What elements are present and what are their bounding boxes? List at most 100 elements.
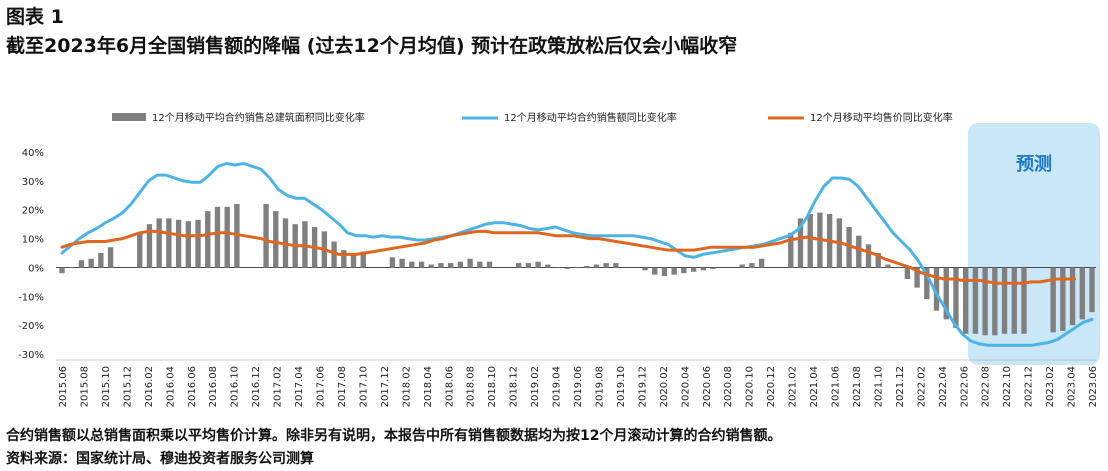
bar xyxy=(992,267,998,336)
x-tick-label: 2021.06 xyxy=(831,366,842,407)
y-tick-label: 20% xyxy=(22,206,44,217)
bar xyxy=(389,257,396,268)
bar xyxy=(554,267,561,269)
bar xyxy=(146,224,153,268)
bar xyxy=(107,247,114,268)
bar xyxy=(953,267,959,329)
x-tick-label: 2018.06 xyxy=(444,366,455,407)
x-tick-label: 2018.02 xyxy=(401,366,412,407)
chart: 预测 -30% -20% -10% 0% 10% 20% 30% 40% 2015.06 2015… xyxy=(18,111,1100,407)
x-tick-label: 2017.04 xyxy=(294,366,305,407)
x-tick-label: 2021.02 xyxy=(788,366,799,407)
x-tick-label: 2016.04 xyxy=(165,366,176,407)
x-tick-label: 2021.08 xyxy=(852,366,863,407)
x-tick-label: 2019.10 xyxy=(616,366,627,407)
chart-source: 资料来源：国家统计局、穆迪投资者服务公司测算 xyxy=(6,451,314,467)
bar xyxy=(788,232,794,268)
bar xyxy=(846,227,852,268)
legend-label-sales: 12个月移动平均合约销售额同比变化率 xyxy=(504,111,677,124)
x-tick-label: 2022.02 xyxy=(916,366,927,407)
legend-label-price: 12个月移动平均售价同比变化率 xyxy=(810,111,953,124)
x-tick-label: 2018.08 xyxy=(466,366,477,407)
bar xyxy=(1089,267,1095,313)
bar xyxy=(78,260,85,268)
x-tick-label: 2017.06 xyxy=(316,366,327,407)
x-tick-label: 2022.06 xyxy=(959,366,970,407)
x-tick-label: 2020.10 xyxy=(745,366,756,407)
figure-label: 图表 1 xyxy=(6,6,64,28)
x-tick-label: 2017.12 xyxy=(380,366,391,407)
bar xyxy=(700,267,706,271)
bar xyxy=(982,267,988,336)
bar xyxy=(156,218,162,268)
bar xyxy=(448,263,454,268)
bar xyxy=(418,261,425,268)
bar xyxy=(642,267,648,271)
x-tick-label: 2021.10 xyxy=(873,366,884,407)
bar xyxy=(613,263,619,268)
bar xyxy=(350,253,357,268)
legend-label-bars: 12个月移动平均合约销售总建筑面积同比变化率 xyxy=(152,111,365,124)
x-tick-label: 2022.10 xyxy=(1002,366,1013,407)
bar xyxy=(224,206,230,268)
bar xyxy=(739,264,745,268)
bar xyxy=(175,219,182,268)
x-tick-label: 2022.04 xyxy=(938,366,949,407)
x-tick-label: 2018.10 xyxy=(487,366,498,407)
bar xyxy=(690,267,697,272)
x-tick-label: 2019.12 xyxy=(637,366,648,407)
bar xyxy=(545,264,551,268)
bar xyxy=(438,263,444,268)
bar xyxy=(409,261,415,268)
x-tick-label: 2016.08 xyxy=(208,366,219,407)
bar xyxy=(924,267,930,300)
x-tick-label: 2018.04 xyxy=(423,366,434,407)
bar xyxy=(205,211,211,268)
chart-note: 合约销售额以总销售面积乘以平均售价计算。除非另有说明，本报告中所有销售额数据均为… xyxy=(6,428,782,444)
x-tick-label: 2019.06 xyxy=(573,366,584,407)
x-tick-label: 2018.12 xyxy=(509,366,520,407)
bar xyxy=(749,263,755,268)
bar xyxy=(797,218,804,268)
x-tick-label: 2021.04 xyxy=(809,366,820,407)
x-tick-label: 2022.08 xyxy=(981,366,992,407)
y-tick-label: -30% xyxy=(18,350,44,361)
x-tick-label: 2020.04 xyxy=(680,366,691,407)
legend-swatch-bars xyxy=(112,113,146,121)
y-tick-label: 30% xyxy=(22,177,44,188)
x-tick-label: 2020.02 xyxy=(659,366,670,407)
bar xyxy=(69,267,75,269)
y-tick-label: 10% xyxy=(22,235,44,246)
x-tick-label: 2016.06 xyxy=(187,366,198,407)
bar xyxy=(467,258,473,268)
bar xyxy=(535,261,541,268)
bar xyxy=(1060,267,1066,331)
bar xyxy=(166,218,172,268)
x-tick-label: 2016.12 xyxy=(251,366,262,407)
x-tick-label: 2017.02 xyxy=(273,366,284,407)
bar xyxy=(856,235,862,268)
bar xyxy=(263,203,269,268)
bar xyxy=(341,250,347,268)
x-tick-label: 2019.08 xyxy=(594,366,605,407)
bar xyxy=(195,219,201,268)
bar xyxy=(681,267,687,274)
bar xyxy=(1050,267,1056,333)
bar xyxy=(486,261,493,268)
bar xyxy=(331,241,337,268)
x-tick-label: 2023.02 xyxy=(1045,366,1056,407)
x-tick-label: 2017.10 xyxy=(358,366,369,407)
bar xyxy=(137,232,143,268)
bar xyxy=(1001,267,1008,334)
bar xyxy=(652,267,658,275)
y-tick-label: -10% xyxy=(18,292,44,303)
bar xyxy=(1069,267,1076,326)
x-tick-label: 2023.06 xyxy=(1088,366,1099,407)
sales-series-line xyxy=(60,162,1094,347)
bar xyxy=(758,258,765,268)
bar xyxy=(661,267,668,277)
bar xyxy=(302,221,308,268)
bar xyxy=(1011,267,1017,334)
bar xyxy=(525,263,532,268)
x-tick-label: 2015.06 xyxy=(58,366,69,407)
